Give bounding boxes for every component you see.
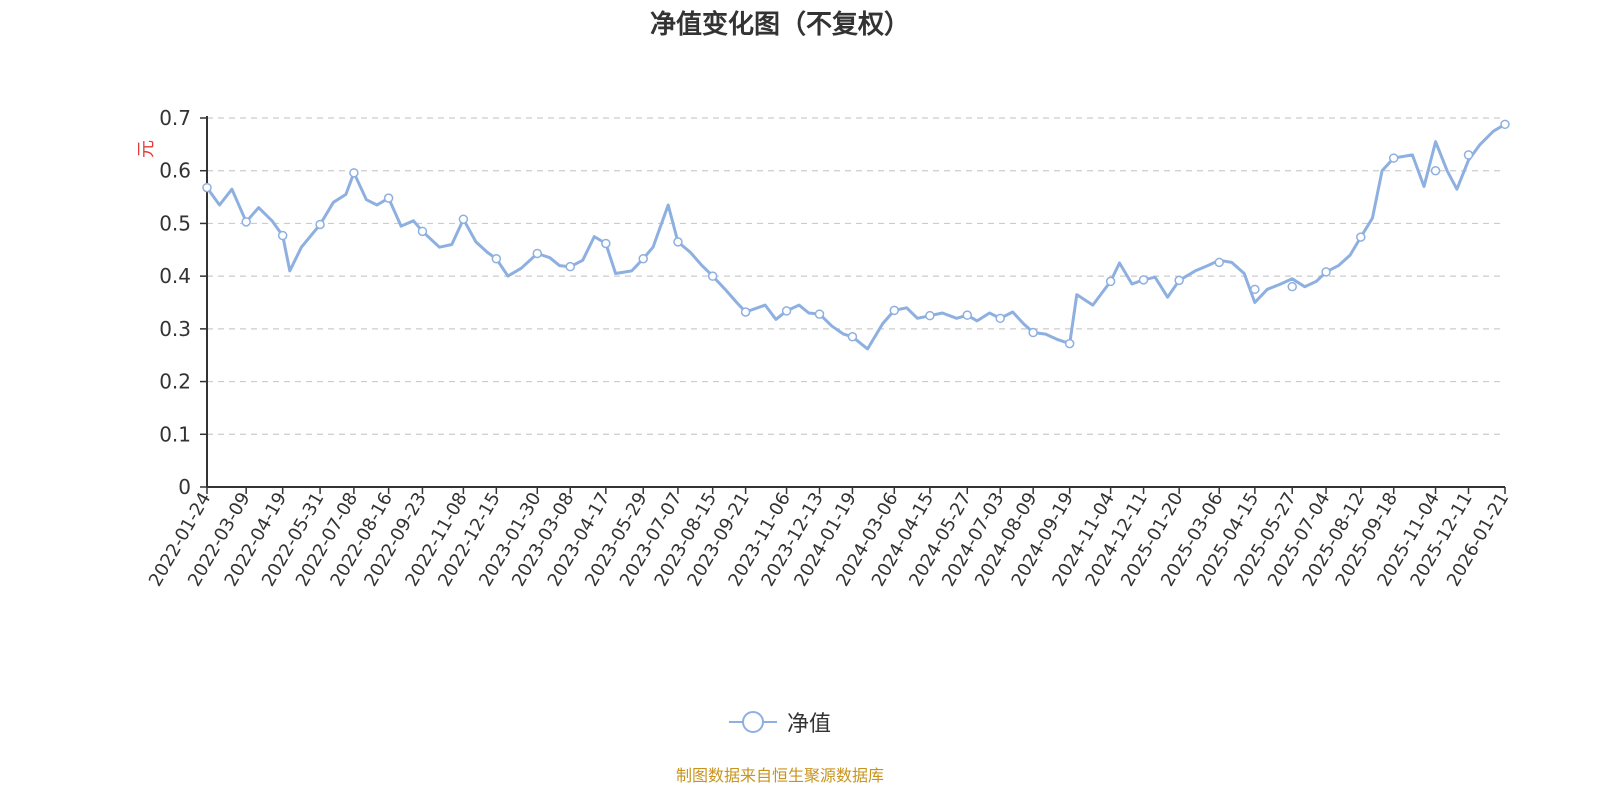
grid-layer	[207, 117, 1505, 435]
data-point-marker	[1214, 257, 1224, 268]
data-point-marker	[707, 271, 718, 281]
data-point-marker	[1388, 153, 1399, 163]
data-point-marker	[995, 313, 1005, 324]
series-layer	[205, 123, 1506, 351]
data-point-marker	[781, 306, 792, 316]
source-note: 制图数据来自恒生聚源数据库	[675, 766, 884, 785]
line-chart: 00.10.20.30.40.50.60.72022-01-242022-03-…	[136, 106, 1513, 590]
series-line-net-value	[205, 123, 1506, 351]
data-point-marker	[1028, 327, 1038, 338]
data-point-marker	[565, 261, 575, 272]
y-tick-label: 0.3	[159, 317, 191, 341]
data-point-marker	[847, 332, 858, 342]
data-point-marker	[458, 214, 469, 224]
axis-layer: 00.10.20.30.40.50.60.72022-01-242022-03-…	[145, 106, 1513, 590]
y-tick-label: 0	[178, 475, 191, 499]
data-point-marker	[1250, 284, 1260, 295]
data-point-marker	[601, 238, 611, 249]
chart-title: 净值变化图（不复权）	[649, 10, 910, 40]
data-point-marker	[383, 193, 394, 203]
legend[interactable]: 净值	[0, 706, 1560, 738]
data-point-marker	[491, 253, 502, 264]
y-tick-label: 0.2	[159, 370, 191, 394]
data-point-marker	[1463, 150, 1474, 160]
data-point-marker	[532, 248, 543, 259]
y-tick-label: 0.1	[159, 422, 191, 446]
data-point-marker	[277, 230, 288, 241]
data-point-marker	[1287, 281, 1297, 292]
data-point-marker	[814, 309, 825, 319]
data-point-marker	[925, 310, 935, 321]
data-point-marker	[962, 310, 973, 320]
y-tick-label: 0.4	[159, 264, 191, 288]
data-point-marker	[673, 237, 683, 247]
data-point-marker	[740, 307, 751, 317]
data-point-marker	[315, 219, 325, 230]
data-point-marker	[1321, 267, 1331, 277]
data-point-marker	[1430, 165, 1441, 176]
y-tick-label: 0.5	[159, 211, 191, 235]
data-point-marker	[1174, 275, 1184, 286]
data-point-marker	[1138, 275, 1149, 285]
data-point-marker	[202, 182, 212, 193]
y-axis-label: 元	[136, 140, 157, 158]
data-point-marker	[1356, 232, 1366, 242]
data-point-marker	[1500, 119, 1510, 130]
data-point-marker	[889, 305, 900, 316]
data-point-marker	[638, 253, 648, 264]
data-point-marker	[349, 168, 359, 178]
y-tick-label: 0.7	[159, 106, 191, 130]
marker-layer	[202, 119, 1510, 349]
data-point-marker	[417, 226, 428, 237]
legend-label: 净值	[786, 712, 831, 737]
data-point-marker	[1105, 276, 1116, 287]
y-tick-label: 0.6	[159, 159, 191, 183]
legend-line-circle-icon	[728, 711, 777, 733]
data-point-marker	[1064, 338, 1075, 349]
data-point-marker	[241, 217, 251, 227]
